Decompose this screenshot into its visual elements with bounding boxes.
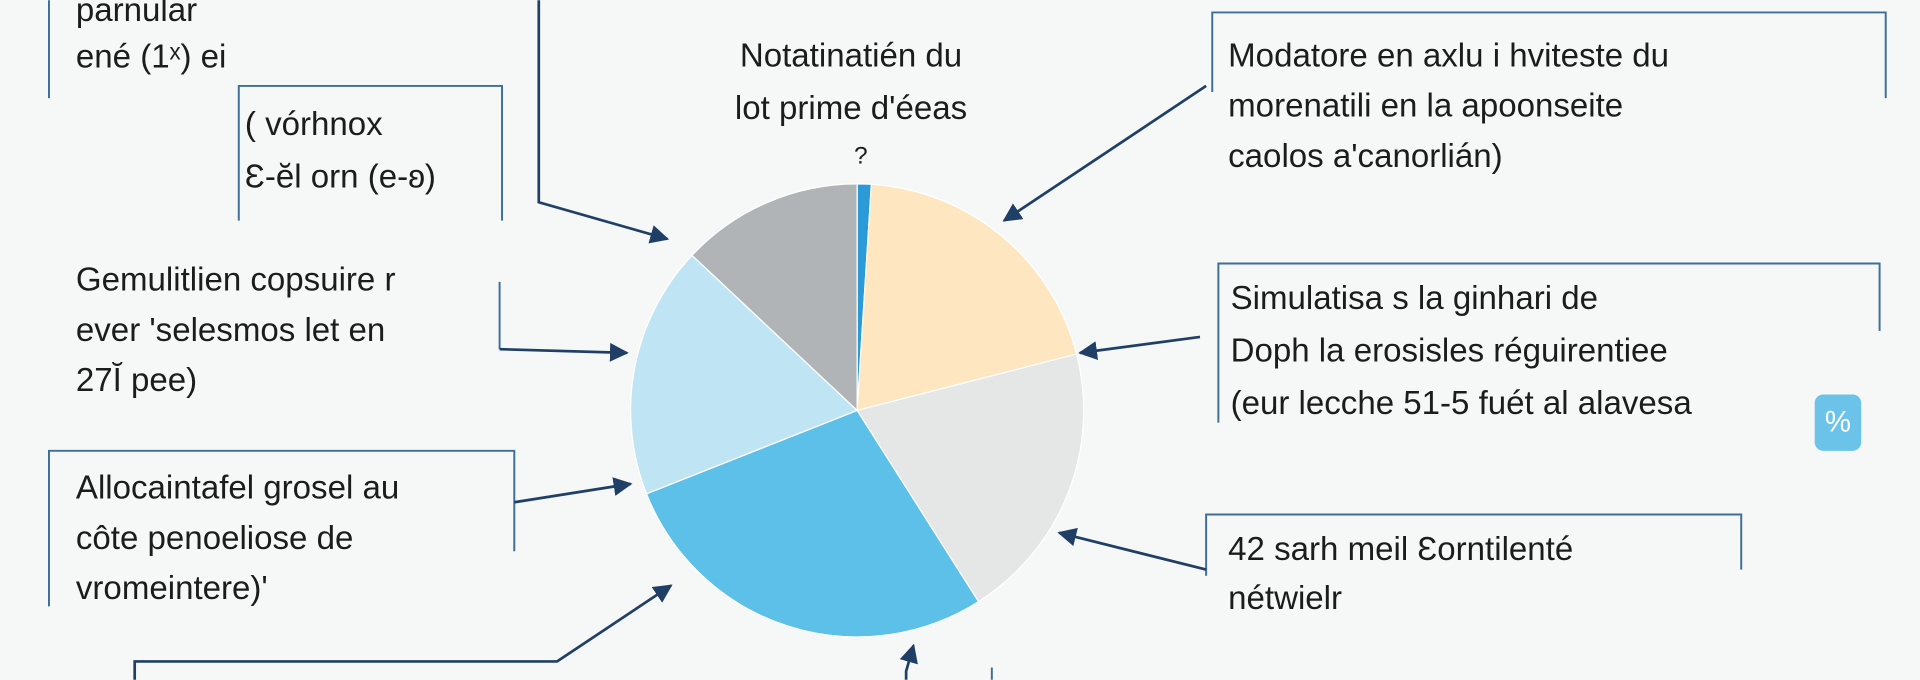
annotation-line: côte penoeliose de — [76, 520, 353, 557]
annotation-line: caolos a'canorlián) — [1228, 138, 1503, 175]
annotation-line: Simulatisa s la ginhari de — [1231, 280, 1598, 317]
arrow — [499, 342, 629, 362]
annotation-line: ené (1ˣ) ei — [76, 39, 226, 76]
arrow — [1002, 84, 1207, 222]
badge — [1814, 394, 1862, 451]
arrow — [1057, 527, 1207, 571]
badge-label: % — [1825, 406, 1851, 439]
annotation-line: vromeintere)' — [76, 570, 268, 607]
frame — [1205, 513, 1743, 576]
annotation-line: 42 sarh meil Ɛorntilenté — [1228, 531, 1573, 568]
chart-title: Notatinatién du — [740, 37, 962, 74]
annotation-line: Ɛ-ĕl orn (e-ʚ) — [245, 159, 436, 196]
annotation-line: morenatili en la apoonseite — [1228, 88, 1623, 125]
annotation-line: Allocaintafel grosel au — [76, 470, 399, 507]
pie-slice — [645, 409, 980, 638]
slice-label: ? — [854, 142, 868, 169]
annotation-line: ( vórhnox — [245, 106, 383, 143]
annotation-line: parnular — [76, 0, 197, 29]
arrow — [899, 643, 918, 680]
pie-slice — [856, 183, 1078, 412]
arrow — [514, 477, 633, 504]
callout-frames — [48, 0, 1887, 680]
pie-slice — [691, 183, 858, 412]
annotation-line: 27Ĭ pee) — [76, 362, 197, 399]
arrow — [537, 0, 670, 244]
annotation-line: Gemulitlien copsuire r — [76, 262, 396, 299]
annotation-line: (eur lecche 51-5 fuét al alavesa — [1231, 385, 1693, 422]
pie-slice — [856, 353, 1085, 603]
annotation-line: ever 'selesmos let en — [76, 312, 385, 349]
arrows — [133, 0, 1207, 680]
annotation-line: Modatore en axlu i hviteste du — [1228, 37, 1669, 74]
annotation-line: Doph la erosisles réguirentiee — [1231, 333, 1668, 370]
annotation-line: nétwielr — [1228, 580, 1342, 617]
frame — [1211, 11, 1887, 99]
pie — [630, 183, 1085, 638]
arrow — [1078, 335, 1201, 360]
arrow — [133, 584, 673, 680]
frame — [237, 84, 504, 221]
frame — [1217, 262, 1881, 423]
chart-title: lot prime d'éeas — [735, 90, 967, 127]
pie-slice — [630, 254, 859, 495]
